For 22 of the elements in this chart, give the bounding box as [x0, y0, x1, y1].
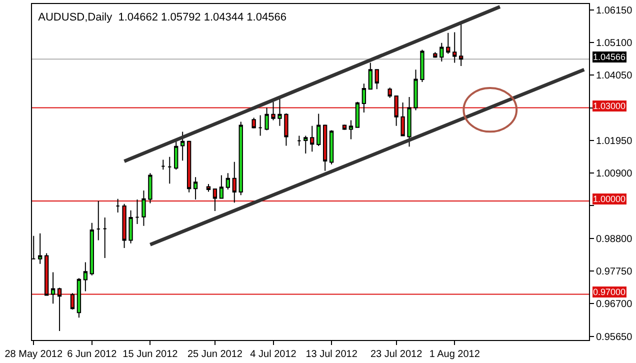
x-tick-label: 6 Jun 2012 [67, 349, 118, 360]
ref-line-label: 1.04566 [593, 52, 626, 62]
y-tick-label: 0.95650 [596, 332, 633, 343]
y-tick-label: 0.97750 [596, 266, 633, 278]
x-tick-label: 25 Jun 2012 [187, 349, 243, 360]
y-tick-label: 1.01950 [596, 136, 633, 147]
ref-line-label: 1.03000 [593, 101, 626, 111]
y-tick-label: 1.05100 [596, 38, 633, 50]
x-tick-label: 4 Jul 2012 [250, 349, 297, 360]
y-tick-label: 1.04050 [596, 70, 633, 82]
y-tick-label: 0.98800 [596, 234, 633, 245]
ref-line-label: 0.97000 [593, 287, 626, 297]
x-tick-label: 15 Jun 2012 [122, 349, 178, 360]
y-tick-label: 0.96700 [596, 299, 633, 310]
x-tick-label: 28 May 2012 [4, 349, 63, 360]
x-tick-label: 1 Aug 2012 [429, 349, 480, 360]
ref-line-label: 1.00000 [593, 194, 626, 204]
y-tick-label: 1.00900 [596, 168, 633, 180]
x-tick-label: 23 Jul 2012 [370, 349, 423, 360]
text: AUDUSD,Daily 1.04662 1.05792 1.04344 1.04566 [38, 11, 286, 24]
x-tick-label: 13 Jul 2012 [306, 349, 358, 360]
y-tick-label: 1.06150 [596, 5, 633, 16]
